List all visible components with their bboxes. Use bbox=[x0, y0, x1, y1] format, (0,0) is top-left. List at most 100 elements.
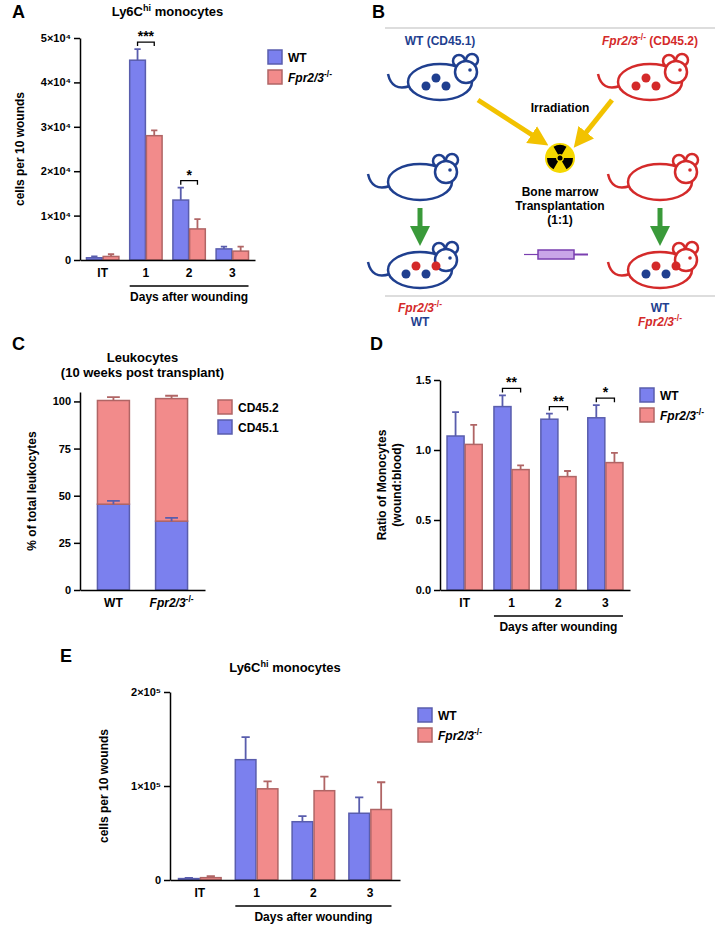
error-bar bbox=[320, 777, 328, 791]
text-span: -/- bbox=[186, 594, 194, 604]
donor-label: Fpr2/3-/- (CD45.2) bbox=[602, 32, 698, 48]
bar bbox=[235, 760, 256, 880]
tick-label: 0 bbox=[65, 254, 71, 266]
text-span: 2 bbox=[310, 886, 317, 900]
tick-label: 0 bbox=[65, 584, 71, 596]
bar bbox=[447, 436, 464, 590]
tick-label: 75 bbox=[59, 443, 71, 455]
text-span: Fpr2/3 bbox=[398, 301, 434, 315]
error-bar bbox=[355, 797, 363, 813]
tick-label: 0.5 bbox=[416, 514, 431, 526]
text-span: Fpr2/3 bbox=[638, 315, 674, 329]
legend-label: WT bbox=[660, 389, 679, 403]
error-bar bbox=[165, 518, 178, 521]
bar bbox=[465, 444, 482, 590]
axis-bracket bbox=[130, 285, 249, 287]
chart-title: Leukocytes bbox=[107, 350, 179, 365]
tick: 0 bbox=[155, 874, 170, 886]
text-span: 2 bbox=[555, 596, 562, 610]
axis-line bbox=[171, 880, 401, 882]
bar bbox=[559, 477, 576, 590]
cell-dot bbox=[412, 262, 421, 271]
mouse-icon bbox=[368, 154, 458, 200]
bar bbox=[541, 419, 558, 590]
tick: 2×10⁴ bbox=[41, 165, 80, 177]
mouse-tail bbox=[368, 262, 390, 276]
tick-label: 2 bbox=[555, 596, 562, 610]
tick-mark bbox=[434, 590, 440, 592]
text-span: Days after wounding bbox=[130, 290, 248, 304]
error-bar bbox=[194, 219, 200, 229]
error-bar bbox=[221, 247, 227, 249]
text-span: 3 bbox=[229, 266, 236, 280]
tick: 50 bbox=[59, 490, 80, 502]
x-axis: IT123 bbox=[171, 880, 401, 900]
bar bbox=[349, 813, 370, 880]
bars bbox=[97, 399, 187, 590]
panel-letter: D bbox=[370, 334, 383, 354]
transplant-label: Transplantation bbox=[515, 199, 604, 213]
tick: 1 bbox=[508, 590, 515, 610]
tick: IT bbox=[97, 260, 108, 280]
axis-line bbox=[80, 393, 82, 591]
tick: WT bbox=[104, 590, 123, 610]
radiation-bg bbox=[545, 143, 575, 173]
tick: 0.5 bbox=[416, 514, 440, 526]
bar bbox=[156, 399, 188, 522]
tick-mark bbox=[164, 880, 170, 882]
bar bbox=[233, 251, 249, 260]
bar bbox=[103, 256, 119, 260]
tick-label: Fpr2/3-/- bbox=[150, 594, 194, 610]
error-bar bbox=[452, 412, 459, 436]
plot-area bbox=[86, 49, 248, 260]
text-span: Fpr2/3 bbox=[602, 34, 638, 48]
tick-label: 1.5 bbox=[416, 374, 431, 386]
bar bbox=[97, 504, 129, 590]
text-span: Fpr2/3 bbox=[438, 729, 474, 743]
bar bbox=[97, 400, 129, 504]
error-bar bbox=[263, 781, 271, 789]
tick-label: 50 bbox=[59, 490, 71, 502]
text-span: ** bbox=[553, 393, 564, 409]
divider bbox=[385, 28, 715, 29]
error-bar bbox=[107, 397, 120, 400]
tick: 1 bbox=[143, 260, 150, 280]
tick-label: IT bbox=[194, 886, 205, 900]
mouse-tail bbox=[368, 174, 390, 188]
text-span: IT bbox=[194, 886, 205, 900]
bar bbox=[216, 249, 232, 260]
tick-mark bbox=[74, 401, 80, 403]
tick-label: 1×10⁴ bbox=[41, 210, 71, 222]
axis-title: Days after wounding bbox=[130, 290, 248, 304]
text-span: WT bbox=[660, 389, 679, 403]
plot-area bbox=[97, 396, 187, 590]
text-span: Leukocytes bbox=[107, 350, 179, 365]
panel-letter: E bbox=[60, 646, 72, 666]
mouse-tail bbox=[608, 262, 630, 276]
divider bbox=[385, 296, 715, 297]
legend-swatch bbox=[418, 728, 432, 742]
tick-label: 4×10⁴ bbox=[41, 76, 71, 88]
tick: IT bbox=[194, 880, 205, 900]
cell-dot bbox=[642, 74, 651, 83]
tick-label: 1 bbox=[508, 596, 515, 610]
radiation-core bbox=[558, 156, 563, 161]
error-bar bbox=[546, 414, 553, 420]
text-span: ** bbox=[506, 374, 517, 390]
x-axis: IT123 bbox=[441, 590, 631, 610]
significance-label: ** bbox=[553, 393, 564, 409]
text-span: Ratio of Monocytes bbox=[375, 429, 389, 540]
radiation-blade bbox=[554, 145, 567, 155]
text-span: Fpr2/3 bbox=[150, 596, 186, 610]
error-bar bbox=[593, 405, 600, 418]
mouse-icon bbox=[388, 54, 478, 100]
axis-title: % of total leukocytes bbox=[25, 431, 39, 551]
bar bbox=[314, 791, 335, 880]
tick-label: 1 bbox=[143, 266, 150, 280]
error-bar bbox=[564, 471, 571, 477]
bar bbox=[156, 521, 188, 590]
text-span: monocytes bbox=[151, 4, 223, 19]
mouse-head bbox=[675, 161, 697, 183]
text-span: 1 bbox=[253, 886, 260, 900]
text-span: Bone marrow bbox=[522, 185, 599, 199]
